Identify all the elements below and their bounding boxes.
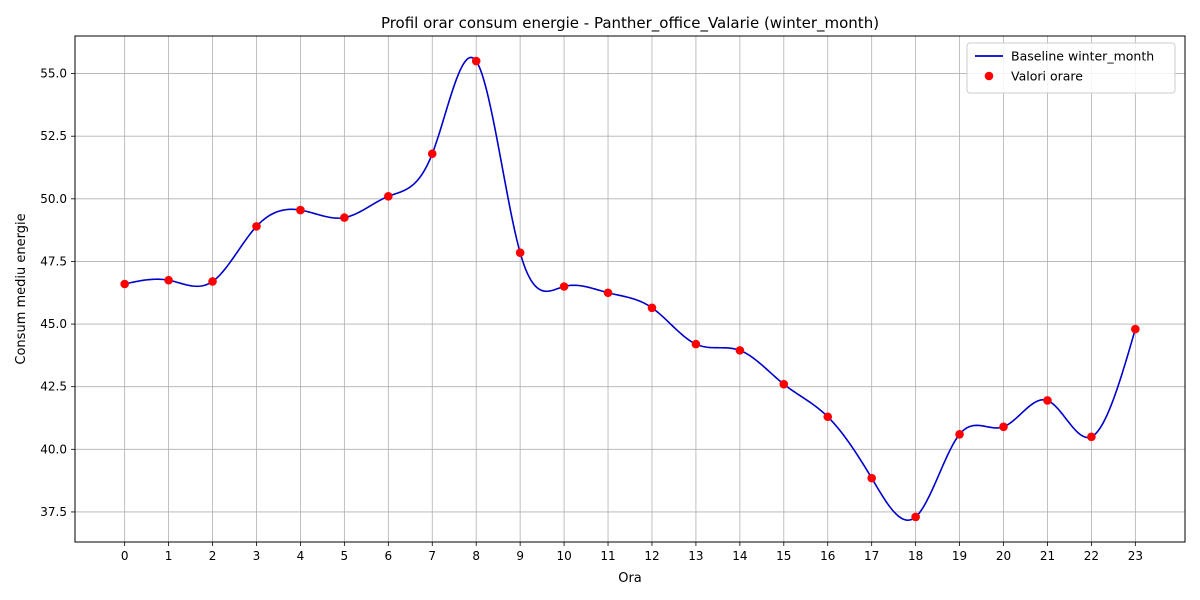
grid bbox=[75, 36, 1185, 542]
hourly-point bbox=[384, 192, 393, 201]
hourly-point bbox=[340, 213, 349, 222]
x-tick-label: 12 bbox=[644, 549, 659, 563]
plot-area bbox=[120, 56, 1140, 522]
hourly-point bbox=[867, 473, 876, 483]
y-axis-title: Consum mediu energie bbox=[14, 213, 29, 364]
hourly-point bbox=[735, 346, 745, 355]
x-tick-label: 7 bbox=[428, 549, 436, 563]
x-tick-label: 20 bbox=[996, 549, 1011, 563]
hourly-point bbox=[427, 149, 437, 159]
hourly-point bbox=[955, 429, 964, 439]
hourly-point bbox=[515, 248, 525, 257]
x-tick-label: 16 bbox=[820, 549, 835, 563]
x-tick-label: 21 bbox=[1040, 549, 1055, 563]
hourly-point bbox=[691, 339, 701, 349]
x-tick-label: 10 bbox=[556, 549, 571, 563]
hourly-point bbox=[559, 282, 569, 291]
x-tick-label: 3 bbox=[253, 549, 261, 563]
hourly-point bbox=[471, 56, 481, 66]
legend-marker-swatch bbox=[984, 71, 994, 81]
x-axis: 0 1 2 3 4 5 6 7 8 9 10 11 12 13 14 15 16 17 18 19 20 21 22 23 bbox=[121, 542, 1143, 563]
legend: Baseline winter_month Valori orare bbox=[966, 42, 1176, 94]
hourly-point bbox=[164, 275, 173, 285]
chart-title: Profil orar consum energie - Panther_off… bbox=[381, 14, 879, 33]
x-tick-label: 17 bbox=[864, 549, 879, 563]
hourly-point bbox=[603, 288, 613, 298]
y-tick-label: 52.5 bbox=[40, 129, 67, 143]
hourly-point bbox=[1131, 324, 1140, 334]
x-tick-label: 14 bbox=[732, 549, 747, 563]
x-tick-label: 0 bbox=[121, 549, 129, 563]
y-tick-label: 55.0 bbox=[40, 67, 67, 81]
baseline-line bbox=[124, 56, 1137, 521]
hourly-point bbox=[647, 303, 657, 313]
x-tick-label: 15 bbox=[776, 549, 791, 563]
hourly-point bbox=[779, 379, 789, 389]
hourly-point bbox=[911, 512, 920, 522]
x-tick-label: 23 bbox=[1128, 549, 1143, 563]
hourly-point bbox=[1043, 396, 1052, 405]
y-tick-label: 45.0 bbox=[40, 317, 67, 331]
x-tick-label: 9 bbox=[516, 549, 524, 563]
legend-label-baseline: Baseline winter_month bbox=[1011, 49, 1154, 64]
x-tick-label: 8 bbox=[472, 549, 480, 563]
x-tick-label: 6 bbox=[384, 549, 392, 563]
x-tick-label: 5 bbox=[341, 549, 349, 563]
hourly-point bbox=[252, 222, 261, 231]
y-tick-label: 47.5 bbox=[40, 254, 67, 268]
legend-box bbox=[966, 42, 1176, 94]
x-tick-label: 4 bbox=[297, 549, 305, 563]
x-tick-label: 19 bbox=[952, 549, 967, 563]
y-tick-label: 50.0 bbox=[40, 192, 67, 206]
x-tick-label: 22 bbox=[1084, 549, 1099, 563]
hourly-point bbox=[296, 205, 305, 215]
y-tick-label: 42.5 bbox=[40, 380, 67, 394]
x-axis-title: Ora bbox=[618, 571, 642, 586]
hourly-point bbox=[120, 279, 129, 289]
x-tick-label: 1 bbox=[165, 549, 173, 563]
hourly-point bbox=[1087, 432, 1096, 442]
x-tick-label: 13 bbox=[688, 549, 703, 563]
x-tick-label: 2 bbox=[209, 549, 217, 563]
x-tick-label: 18 bbox=[908, 549, 923, 563]
y-tick-label: 40.0 bbox=[40, 442, 67, 456]
hourly-point bbox=[823, 412, 833, 422]
x-tick-label: 11 bbox=[600, 549, 615, 563]
hourly-point bbox=[208, 277, 217, 286]
y-axis: 37.5 40.0 42.5 45.0 47.5 50.0 52.5 55.0 bbox=[40, 67, 75, 519]
y-tick-label: 37.5 bbox=[40, 505, 67, 519]
plot-frame bbox=[74, 35, 1186, 543]
hourly-point bbox=[999, 422, 1008, 432]
legend-label-hourly: Valori orare bbox=[1011, 69, 1083, 84]
